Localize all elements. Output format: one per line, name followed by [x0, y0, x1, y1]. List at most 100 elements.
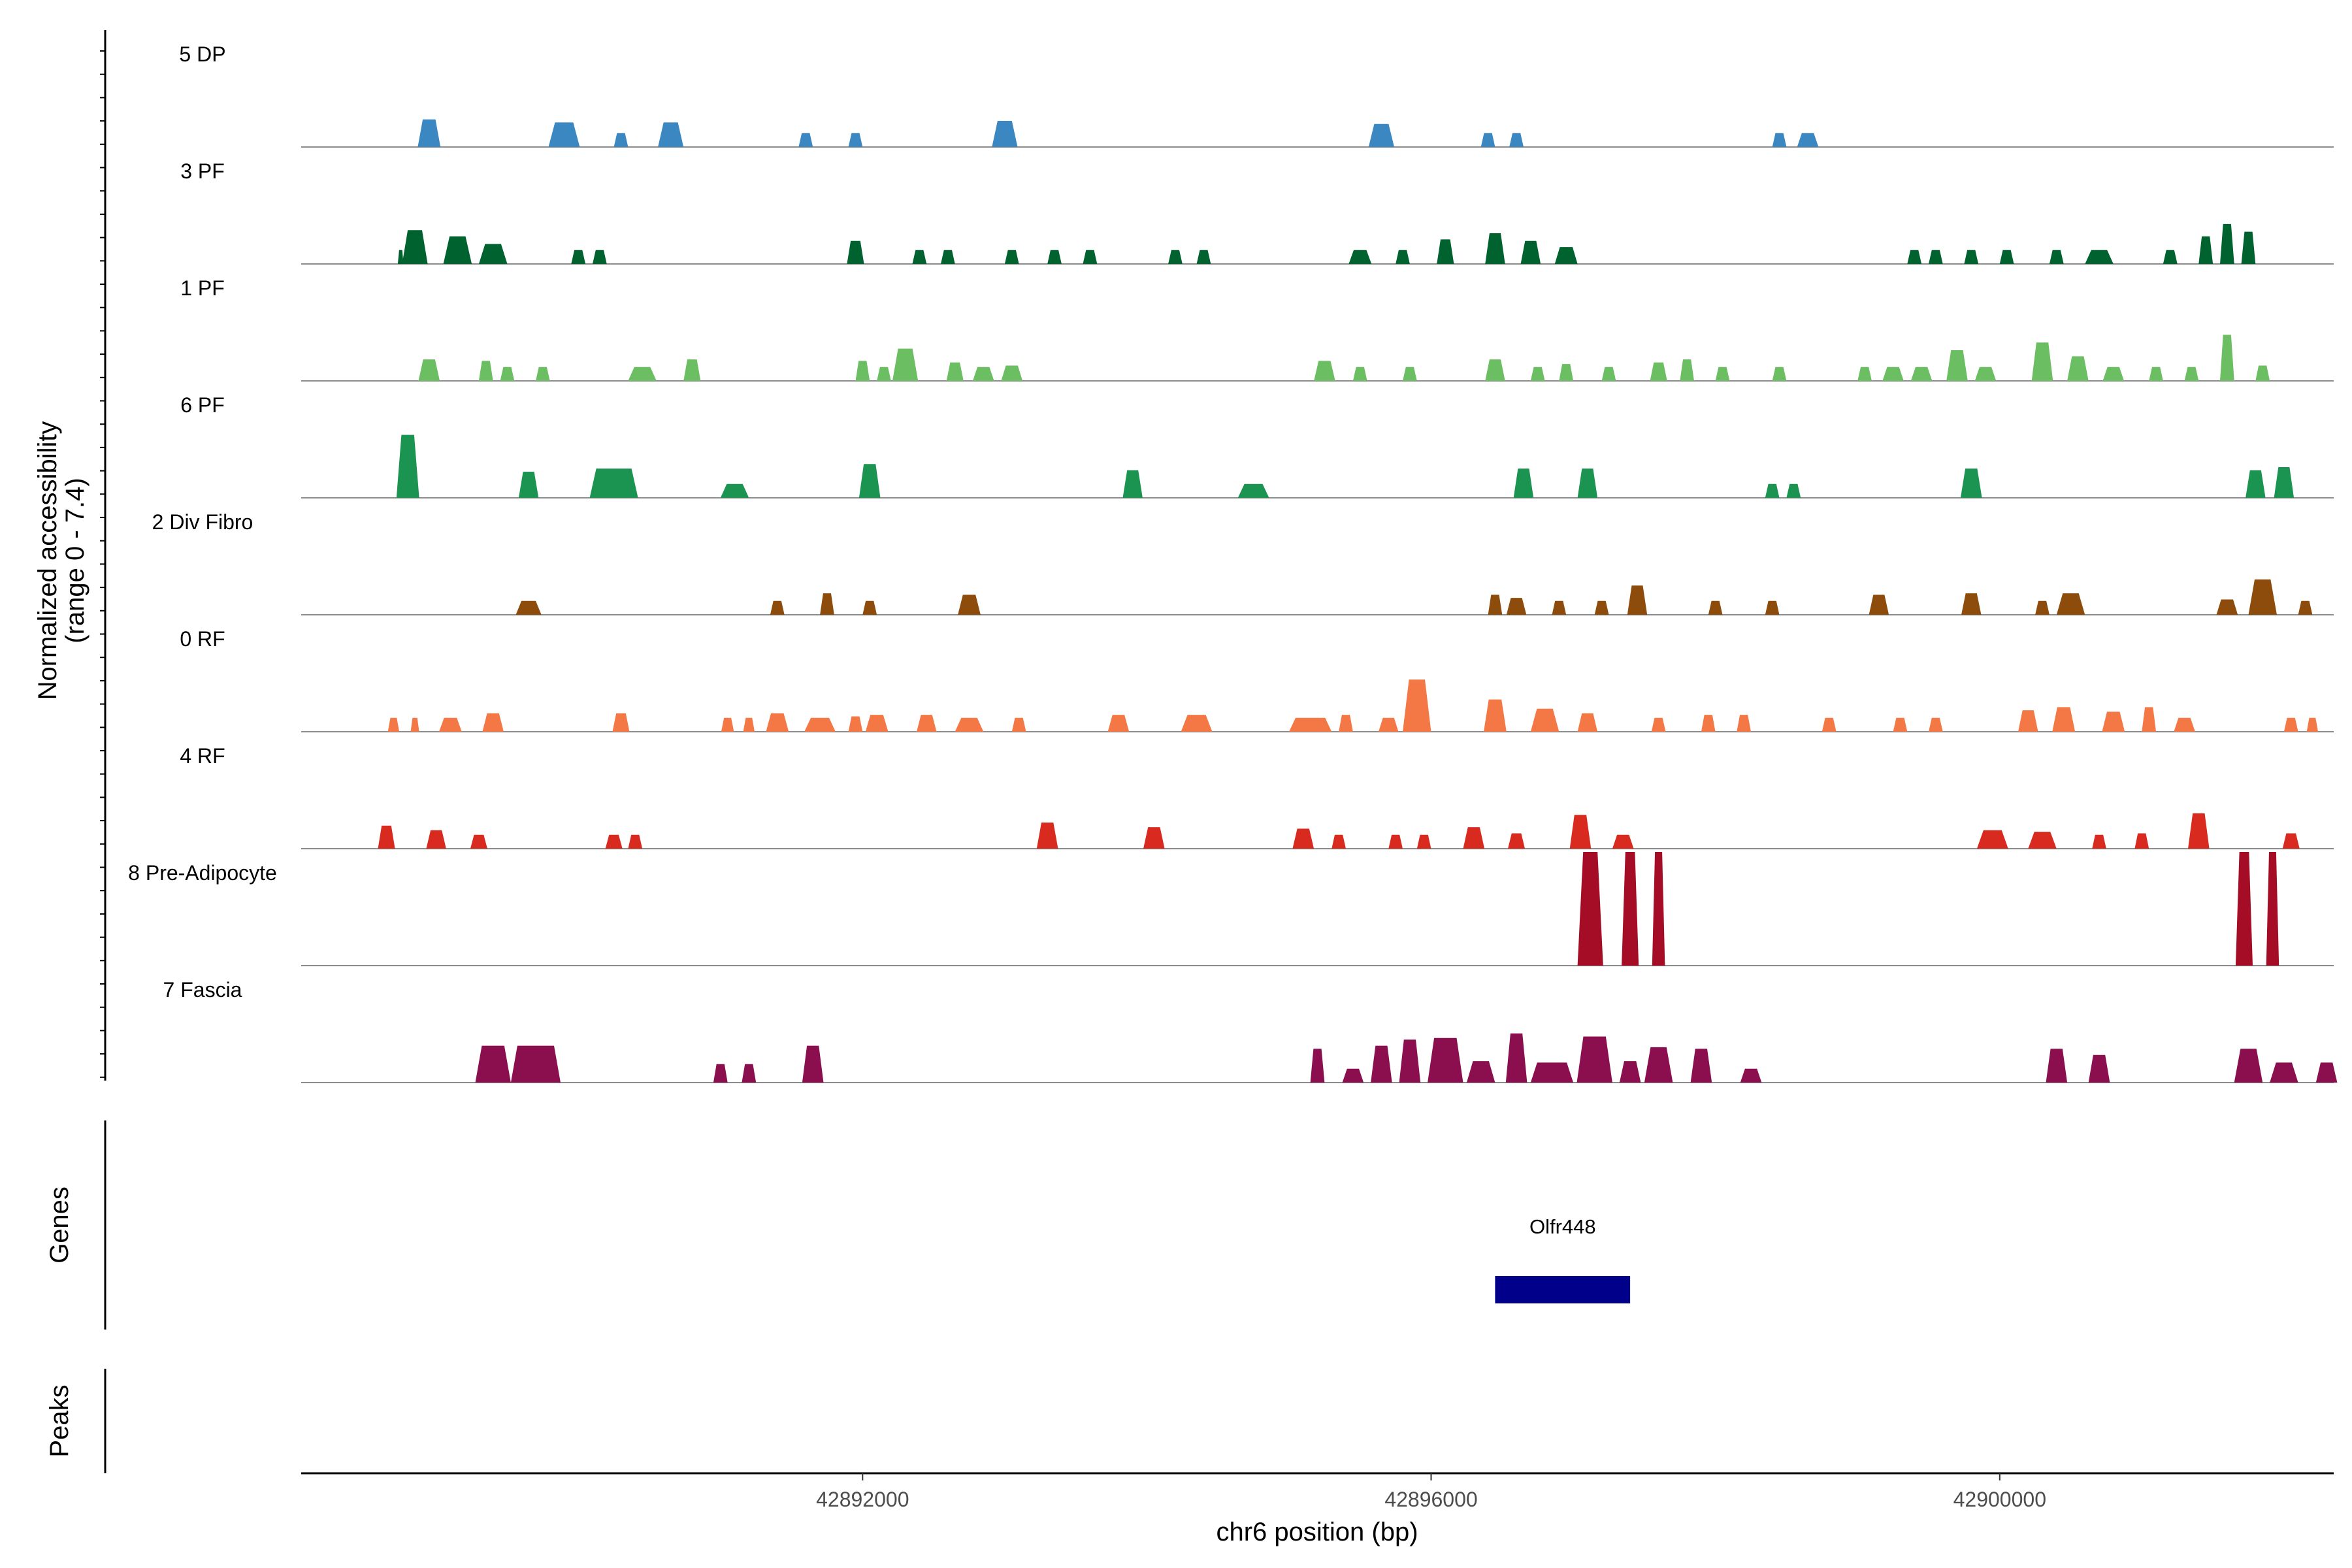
y-axis-ticks — [100, 50, 105, 1078]
coverage-peak — [397, 250, 404, 264]
x-tick-label: 42900000 — [1953, 1488, 2046, 1511]
coverage-peak — [1513, 468, 1534, 498]
coverage-peak — [1772, 367, 1787, 381]
coverage-peak — [1644, 1047, 1673, 1083]
coverage-peak — [478, 361, 493, 381]
coverage-peak — [1036, 823, 1058, 849]
coverage-peak — [426, 830, 446, 849]
track-1-pf: 1 PF — [180, 276, 2334, 382]
coverage-peak — [1083, 250, 1098, 264]
coverage-peak — [742, 1064, 757, 1083]
coverage-peak — [1485, 359, 1505, 381]
coverage-peak — [402, 230, 428, 264]
coverage-peak — [478, 244, 508, 264]
coverage-peak — [2049, 250, 2064, 264]
coverage-peak — [1508, 833, 1526, 849]
coverage-peak — [2163, 250, 2178, 264]
coverage-peak — [2092, 834, 2106, 849]
coverage-peak — [972, 367, 994, 381]
coverage-peak — [1399, 1039, 1421, 1083]
coverage-peak — [612, 713, 630, 732]
coverage-peak — [2142, 707, 2157, 732]
coverage-peak — [1893, 717, 1908, 732]
coverage-peak — [1601, 367, 1616, 381]
coverage-peak — [628, 834, 643, 849]
coverage-peak — [2149, 367, 2163, 381]
gene-annotations: Olfr448 — [1495, 1215, 1631, 1303]
x-axis-ticks: 42892000 42896000 42900000 — [816, 1473, 2046, 1511]
coverage-peak — [958, 595, 981, 615]
coverage-peak — [1530, 367, 1545, 381]
coverage-peak — [658, 122, 684, 147]
coverage-peak — [1946, 350, 1968, 381]
coverage-peak — [1715, 367, 1730, 381]
coverage-peak — [2220, 223, 2234, 264]
coverage-peak — [1348, 250, 1372, 264]
coverage-peak — [2241, 231, 2256, 264]
x-tick-label: 42892000 — [816, 1488, 909, 1511]
coverage-peak — [500, 367, 515, 381]
track-label: 4 RF — [180, 744, 225, 768]
coverage-peak — [1310, 1049, 1325, 1083]
coverage-peak — [848, 716, 863, 732]
x-axis: 42892000 42896000 42900000 chr6 position (… — [301, 1472, 2334, 1546]
coverage-peak — [605, 834, 623, 849]
coverage-peak — [2235, 852, 2253, 966]
coverage-peak — [804, 717, 836, 732]
coverage-peak — [1627, 585, 1648, 615]
coverage-peak — [820, 593, 834, 615]
coverage-peak — [1371, 1045, 1392, 1083]
coverage-peak — [683, 359, 701, 381]
coverage-peak — [2035, 600, 2050, 615]
coverage-peak — [1368, 123, 1394, 147]
coverage-peak — [571, 250, 586, 264]
track-label: 1 PF — [180, 276, 225, 300]
coverage-peak — [1396, 250, 1410, 264]
coverage-peak — [1869, 595, 1889, 615]
coverage-peak — [917, 715, 937, 732]
coverage-peak — [515, 600, 542, 615]
coverage-peak — [2266, 852, 2279, 966]
coverage-peak — [1004, 250, 1019, 264]
coverage-peak — [1466, 1061, 1495, 1083]
coverage-peak — [2216, 599, 2238, 615]
coverage-peak — [1737, 715, 1751, 732]
genes-panel-title: Genes — [45, 1186, 74, 1264]
coverage-peak — [2018, 710, 2038, 732]
y-axis-range-label: (range 0 - 7.4) — [61, 478, 90, 643]
coverage-peak — [1680, 359, 1694, 381]
track-3-pf: 3 PF — [180, 159, 2334, 265]
coverage-peak — [482, 713, 504, 732]
coverage-peak — [1416, 834, 1431, 849]
peaks-panel: Peaks — [45, 1369, 106, 1473]
coverage-peak — [1168, 250, 1183, 264]
coverage-peak — [510, 1045, 561, 1083]
coverage-peak — [1651, 717, 1666, 732]
coverage-peak — [443, 236, 472, 264]
coverage-peak — [1652, 852, 1665, 966]
coverage-peak — [2031, 342, 2053, 381]
coverage-peak — [1910, 367, 1933, 381]
coverage-peak — [1882, 367, 1904, 381]
coverage-peak — [1552, 600, 1567, 615]
coverage-peak — [1331, 834, 1346, 849]
coverage-peak — [2306, 717, 2319, 732]
coverage-peak — [518, 472, 539, 498]
coverage-peak — [1907, 250, 1922, 264]
coverage-peak — [992, 121, 1018, 147]
coverage-peak — [2315, 1062, 2338, 1083]
coverage-peak — [1506, 598, 1527, 615]
coverage-peak — [2248, 579, 2277, 615]
coverage-peak — [1701, 715, 1716, 732]
coverage-peak — [1690, 1049, 1712, 1083]
coverage-peak — [396, 434, 419, 498]
coverage-peak — [802, 1045, 824, 1083]
coverage-peak — [1650, 362, 1667, 381]
coverage-peak — [2188, 813, 2210, 849]
coverage-peak — [1485, 233, 1505, 264]
coverage-peak — [1554, 247, 1578, 264]
coverage-peak — [1122, 470, 1143, 498]
coverage-peak — [770, 600, 785, 615]
y-axis — [100, 30, 106, 1081]
